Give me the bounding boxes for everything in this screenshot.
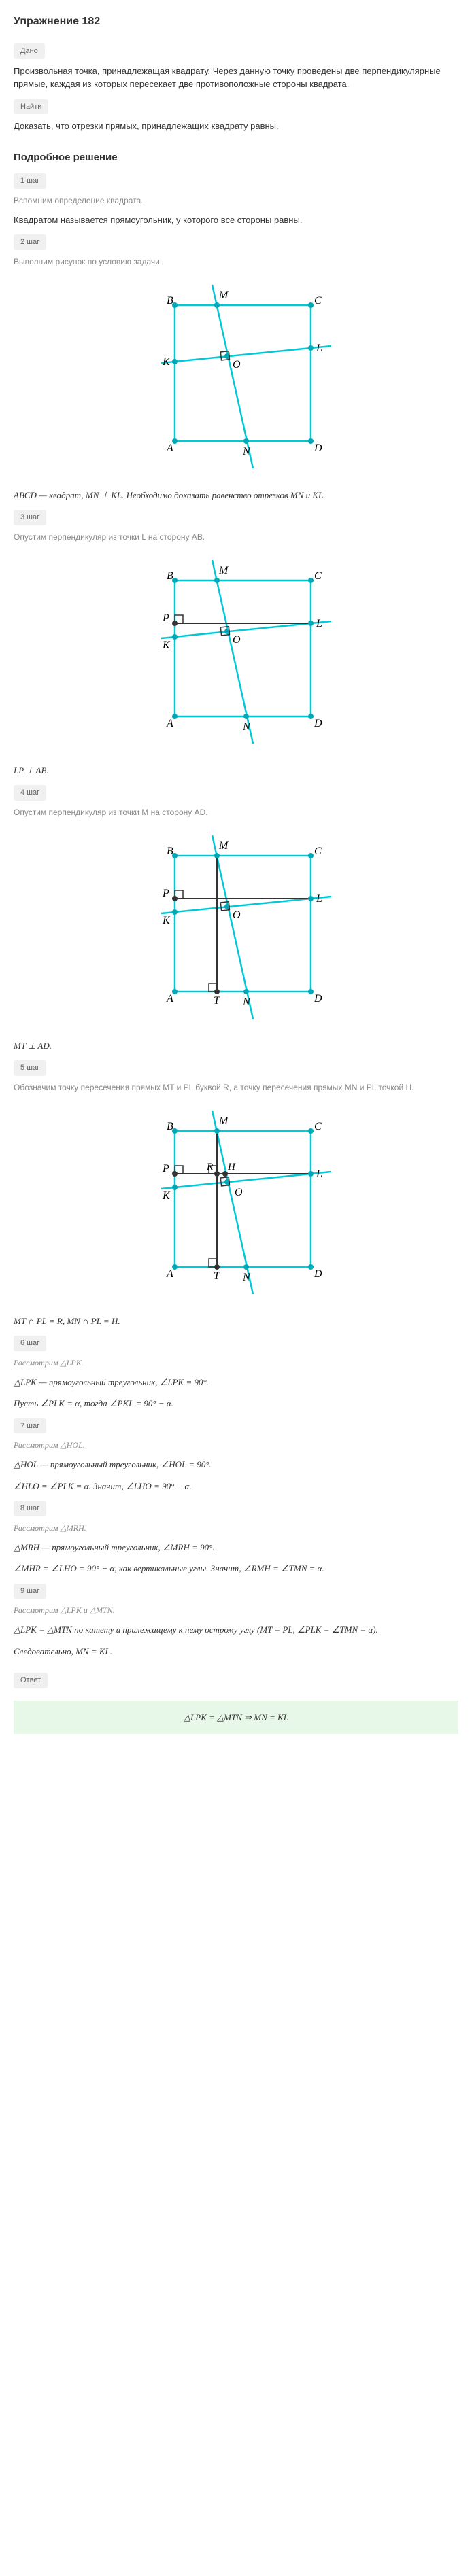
step7-l1: Рассмотрим △HOL. xyxy=(14,1439,458,1451)
step2-tag: 2 шаг xyxy=(14,234,46,250)
svg-text:C: C xyxy=(314,1121,322,1132)
svg-text:C: C xyxy=(314,295,322,307)
svg-text:A: A xyxy=(166,993,173,1005)
page-title: Упражнение 182 xyxy=(14,14,458,30)
solution-title: Подробное решение xyxy=(14,150,458,166)
svg-text:B: B xyxy=(167,570,173,582)
step2-after: ABCD — квадрат, MN ⊥ KL. Необходимо дока… xyxy=(14,489,458,502)
diagram-4: B C A D M N K L O P T R H xyxy=(14,1104,458,1301)
svg-text:C: C xyxy=(314,846,322,857)
svg-text:O: O xyxy=(233,634,241,646)
svg-text:N: N xyxy=(242,446,251,457)
svg-text:O: O xyxy=(233,359,241,370)
step2-intro: Выполним рисунок по условию задачи. xyxy=(14,256,458,268)
step4-after: MT ⊥ AD. xyxy=(14,1039,458,1053)
step1-text: Квадратом называется прямоугольник, у ко… xyxy=(14,213,458,227)
step3-intro: Опустим перпендикуляр из точки L на стор… xyxy=(14,531,458,543)
svg-text:K: K xyxy=(162,640,171,651)
svg-text:A: A xyxy=(166,1268,173,1280)
svg-text:R: R xyxy=(206,1162,213,1172)
step6-tag: 6 шаг xyxy=(14,1336,46,1351)
svg-text:O: O xyxy=(235,1187,243,1198)
step9-l1: Рассмотрим △LPK и △MTN. xyxy=(14,1604,458,1616)
svg-text:O: O xyxy=(233,909,241,921)
step6-l1: Рассмотрим △LPK. xyxy=(14,1357,458,1369)
svg-text:D: D xyxy=(314,442,322,454)
svg-text:A: A xyxy=(166,442,173,454)
step3-tag: 3 шаг xyxy=(14,510,46,525)
step5-intro: Обозначим точку пересечения прямых MT и … xyxy=(14,1081,458,1094)
svg-text:M: M xyxy=(218,1115,229,1127)
step8-l2: △MRH — прямоугольный треугольник, ∠MRH =… xyxy=(14,1541,458,1554)
svg-text:L: L xyxy=(316,893,322,905)
svg-text:L: L xyxy=(316,343,322,354)
svg-text:D: D xyxy=(314,718,322,729)
svg-text:P: P xyxy=(162,1163,169,1174)
step6-l3: Пусть ∠PLK = α, тогда ∠PKL = 90° − α. xyxy=(14,1397,458,1410)
svg-text:K: K xyxy=(162,1190,171,1202)
step8-tag: 8 шаг xyxy=(14,1501,46,1516)
step9-tag: 9 шаг xyxy=(14,1584,46,1599)
step4-intro: Опустим перпендикуляр из точки M на стор… xyxy=(14,806,458,818)
svg-text:K: K xyxy=(162,356,171,368)
step9-l3: Следовательно, MN = KL. xyxy=(14,1645,458,1658)
svg-text:B: B xyxy=(167,1121,173,1132)
step5-after: MT ∩ PL = R, MN ∩ PL = H. xyxy=(14,1315,458,1328)
find-text: Доказать, что отрезки прямых, принадлежа… xyxy=(14,120,458,133)
svg-text:T: T xyxy=(214,995,220,1007)
svg-text:B: B xyxy=(167,846,173,857)
answer-tag: Ответ xyxy=(14,1673,48,1688)
svg-text:L: L xyxy=(316,618,322,629)
svg-text:N: N xyxy=(242,1272,251,1283)
svg-text:D: D xyxy=(314,993,322,1005)
given-tag: Дано xyxy=(14,43,45,59)
svg-text:K: K xyxy=(162,915,171,926)
svg-text:C: C xyxy=(314,570,322,582)
step8-l1: Рассмотрим △MRH. xyxy=(14,1522,458,1534)
step3-after: LP ⊥ AB. xyxy=(14,764,458,778)
step1-intro: Вспомним определение квадрата. xyxy=(14,194,458,207)
step7-tag: 7 шаг xyxy=(14,1418,46,1434)
answer-text: △LPK = △MTN ⇒ MN = KL xyxy=(184,1712,288,1722)
step4-tag: 4 шаг xyxy=(14,785,46,801)
svg-text:P: P xyxy=(162,888,169,899)
step1-tag: 1 шаг xyxy=(14,173,46,189)
svg-text:N: N xyxy=(242,721,251,733)
given-text: Произвольная точка, принадлежащая квадра… xyxy=(14,65,458,91)
step7-l2: △HOL — прямоугольный треугольник, ∠HOL =… xyxy=(14,1458,458,1472)
svg-text:H: H xyxy=(227,1162,236,1172)
svg-text:P: P xyxy=(162,612,169,624)
svg-text:B: B xyxy=(167,295,173,307)
svg-text:M: M xyxy=(218,565,229,576)
step5-tag: 5 шаг xyxy=(14,1060,46,1076)
svg-text:T: T xyxy=(214,1270,220,1282)
step6-l2: △LPK — прямоугольный треугольник, ∠LPK =… xyxy=(14,1376,458,1389)
svg-text:N: N xyxy=(242,996,251,1008)
diagram-3: B C A D M N K L O P T xyxy=(14,829,458,1026)
step8-l3: ∠MHR = ∠LHO = 90° − α, как вертикальные … xyxy=(14,1562,458,1576)
step9-l2: △LPK = △MTN по катету и прилежащему к не… xyxy=(14,1623,458,1637)
svg-text:L: L xyxy=(316,1168,322,1180)
find-tag: Найти xyxy=(14,99,48,115)
step7-l3: ∠HLO = ∠PLK = α. Значит, ∠LHO = 90° − α. xyxy=(14,1480,458,1493)
diagram-2: B C A D M N K L O P xyxy=(14,553,458,750)
svg-text:M: M xyxy=(218,840,229,852)
svg-text:A: A xyxy=(166,718,173,729)
svg-text:M: M xyxy=(218,290,229,301)
diagram-1: B C A D M N K L O xyxy=(14,278,458,475)
svg-text:D: D xyxy=(314,1268,322,1280)
answer-box: △LPK = △MTN ⇒ MN = KL xyxy=(14,1701,458,1735)
